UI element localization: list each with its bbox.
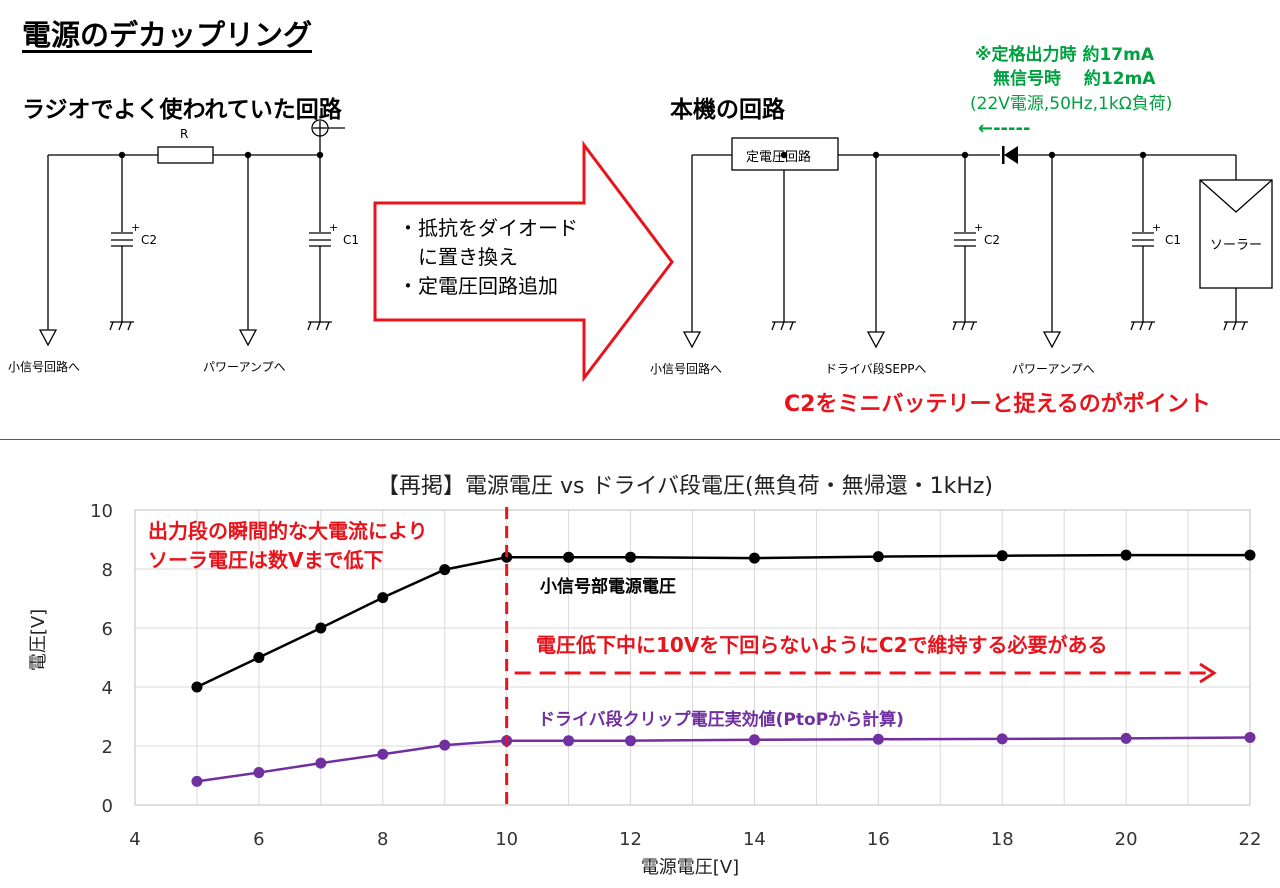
series-point-0	[253, 652, 265, 663]
series-label-driver-clip: ドライバ段クリップ電圧実効値(PtoPから計算)	[538, 709, 904, 730]
series-point-0	[439, 564, 451, 576]
series-line-1	[196, 736, 1251, 783]
point-note: C2をミニバッテリーと捉えるのがポイント	[784, 392, 1211, 417]
series-point-0	[191, 681, 203, 693]
series-point-1	[315, 757, 327, 769]
series-label-small-signal: 小信号部電源電圧	[540, 576, 676, 597]
hold-arrow-head-icon	[1199, 662, 1217, 684]
y-tick-label: 4	[102, 678, 113, 699]
series-point-1	[625, 735, 637, 747]
arrow-text: ・抵抗をダイオード に置き換え ・定電圧回路追加	[398, 214, 578, 301]
diode-icon	[1004, 146, 1018, 164]
arrow-text-line: ・定電圧回路追加	[398, 274, 558, 298]
x-tick-label: 10	[495, 829, 518, 850]
series-point-0	[1120, 549, 1132, 561]
series-point-0	[501, 551, 513, 563]
series-point-0	[748, 552, 760, 564]
series-point-0	[315, 622, 327, 634]
c1-label: C1	[1165, 233, 1182, 247]
series-point-0	[625, 551, 637, 563]
solar-label: ソーラー	[1210, 238, 1263, 253]
series-point-1	[872, 733, 884, 745]
voltage-chart: 【再掲】電源電圧 vs ドライバ段電圧(無負荷・無帰還・1kHz) 0 2 4 6 8 1…	[28, 474, 1262, 878]
series-point-1	[253, 767, 265, 779]
y-tick-label: 8	[102, 560, 113, 581]
c2-label-radio: C2	[141, 233, 158, 247]
radio-circuit-heading: ラジオでよく使われていた回路	[22, 97, 342, 123]
series-point-0	[1244, 549, 1256, 561]
series-point-1	[1244, 731, 1256, 743]
hold-note: 電圧低下中に10Vを下回らないようにC2で維持する必要がある	[536, 633, 1108, 657]
x-tick-label: 20	[1115, 829, 1138, 850]
chart-title: 【再掲】電源電圧 vs ドライバ段電圧(無負荷・無帰還・1kHz)	[377, 474, 993, 499]
current-note-arrow: ←-----	[978, 118, 1031, 139]
output-terminal-icon	[1042, 331, 1062, 349]
x-axis-label: 電源電圧[V]	[641, 857, 739, 878]
current-note-line3: (22V電源,50Hz,1kΩ負荷)	[970, 94, 1173, 114]
series-point-1	[996, 733, 1008, 745]
series-line-0	[196, 553, 1250, 689]
transform-arrow	[373, 140, 674, 383]
series-point-1	[563, 735, 575, 747]
svg-text:+: +	[329, 221, 338, 234]
c2-label: C2	[984, 233, 1001, 247]
drop-note-line1: 出力段の瞬間的な大電流により	[148, 519, 428, 543]
c1-label-radio: C1	[343, 233, 360, 247]
regulator-box	[731, 137, 839, 171]
series-point-0	[563, 551, 575, 563]
output-terminal-icon	[682, 331, 702, 349]
y-tick-label: 2	[102, 737, 113, 758]
svg-text:+: +	[974, 221, 983, 234]
this-circuit-heading: 本機の回路	[670, 97, 785, 123]
y-axis-label: 電圧[V]	[28, 609, 49, 671]
radio-out-power-amp: パワーアンプへ	[203, 360, 286, 374]
series-point-1	[377, 748, 389, 760]
series-point-1	[1120, 732, 1132, 744]
arrow-text-line: ・抵抗をダイオード	[398, 216, 578, 240]
out-power-amp: パワーアンプへ	[1012, 362, 1095, 376]
x-tick-label: 8	[377, 829, 388, 850]
x-tick-label: 18	[991, 829, 1014, 850]
regulator-label: 定電圧回路	[746, 150, 812, 165]
y-tick-label: 6	[102, 619, 113, 640]
resistor-r	[157, 146, 214, 164]
x-tick-label: 16	[867, 829, 890, 850]
svg-text:+: +	[131, 221, 140, 234]
x-tick-label: 12	[619, 829, 642, 850]
y-tick-label: 10	[90, 501, 113, 522]
x-tick-label: 22	[1239, 829, 1262, 850]
radio-out-small-signal: 小信号回路へ	[8, 360, 81, 374]
series-point-0	[996, 550, 1008, 562]
series-point-0	[377, 592, 389, 604]
x-tick-label: 14	[743, 829, 766, 850]
out-driver-sepp: ドライバ段SEPPへ	[825, 362, 927, 376]
series-point-1	[748, 734, 760, 746]
series-point-1	[439, 739, 451, 751]
plot-area-border	[134, 509, 1251, 806]
series-point-0	[872, 551, 884, 563]
resistor-label: R	[180, 127, 189, 141]
drop-note-line2: ソーラ電圧は数Vまで低下	[148, 548, 383, 572]
current-note-line2: 無信号時 約12mA	[993, 69, 1156, 89]
svg-text:+: +	[1152, 221, 1161, 234]
arrow-text-line: に置き換え	[398, 245, 518, 269]
output-terminal-icon	[238, 329, 258, 347]
y-tick-label: 0	[102, 796, 113, 817]
x-tick-label: 6	[253, 829, 264, 850]
circuit-diagrams: + + + +	[0, 119, 1280, 440]
page-title: 電源のデカップリング	[22, 18, 313, 52]
current-note-line1: ※定格出力時 約17mA	[975, 45, 1154, 65]
output-terminal-icon	[866, 331, 886, 349]
output-terminal-icon	[38, 329, 58, 347]
x-tick-label: 4	[129, 829, 140, 850]
out-small-signal: 小信号回路へ	[650, 362, 723, 376]
series-point-1	[191, 775, 203, 787]
